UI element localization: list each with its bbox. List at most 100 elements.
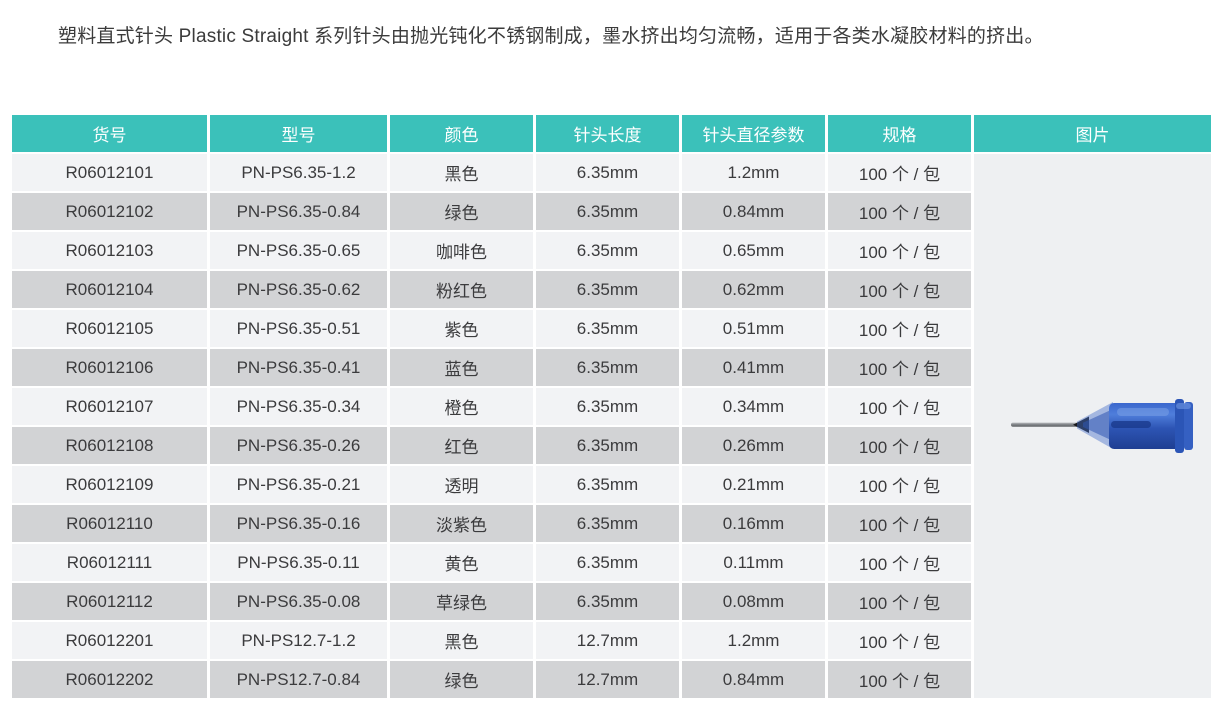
needle-photo bbox=[974, 154, 1211, 698]
table-row: R06012202 PN-PS12.7-0.84 绿色 12.7mm 0.84m… bbox=[12, 661, 1211, 698]
cell-color: 紫色 bbox=[390, 310, 533, 347]
cell-needle-diameter: 0.84mm bbox=[682, 661, 825, 698]
product-spec-table: 货号 型号 颜色 针头长度 针头直径参数 规格 图片 R06012101 PN-PS6.35… bbox=[9, 113, 1214, 700]
cell-needle-length: 6.35mm bbox=[536, 232, 679, 269]
table-row: R06012110 PN-PS6.35-0.16 淡紫色 6.35mm 0.16… bbox=[12, 505, 1211, 542]
cell-needle-diameter: 0.84mm bbox=[682, 193, 825, 230]
cell-pack-spec: 100 个 / 包 bbox=[828, 583, 971, 620]
cell-needle-diameter: 0.26mm bbox=[682, 427, 825, 464]
cell-needle-diameter: 0.11mm bbox=[682, 544, 825, 581]
blue-needle-graphic bbox=[1010, 399, 1193, 453]
cell-needle-diameter: 0.08mm bbox=[682, 583, 825, 620]
table-row: R06012109 PN-PS6.35-0.21 透明 6.35mm 0.21m… bbox=[12, 466, 1211, 503]
cell-model: PN-PS6.35-0.41 bbox=[210, 349, 387, 386]
cell-color: 咖啡色 bbox=[390, 232, 533, 269]
cell-pack-spec: 100 个 / 包 bbox=[828, 505, 971, 542]
cell-needle-length: 12.7mm bbox=[536, 622, 679, 659]
cell-needle-length: 6.35mm bbox=[536, 505, 679, 542]
column-header-0: 货号 bbox=[12, 115, 207, 152]
cell-pack-spec: 100 个 / 包 bbox=[828, 544, 971, 581]
cell-pack-spec: 100 个 / 包 bbox=[828, 466, 971, 503]
cell-needle-length: 6.35mm bbox=[536, 271, 679, 308]
table-row: R06012104 PN-PS6.35-0.62 粉红色 6.35mm 0.62… bbox=[12, 271, 1211, 308]
cell-item-no: R06012104 bbox=[12, 271, 207, 308]
cell-needle-diameter: 1.2mm bbox=[682, 154, 825, 191]
cell-model: PN-PS6.35-0.26 bbox=[210, 427, 387, 464]
cell-color: 蓝色 bbox=[390, 349, 533, 386]
cell-needle-length: 6.35mm bbox=[536, 193, 679, 230]
cell-item-no: R06012202 bbox=[12, 661, 207, 698]
cell-needle-length: 6.35mm bbox=[536, 310, 679, 347]
cell-item-no: R06012101 bbox=[12, 154, 207, 191]
hub-flange-highlight bbox=[1175, 403, 1191, 409]
cell-model: PN-PS6.35-0.51 bbox=[210, 310, 387, 347]
hub-highlight bbox=[1116, 408, 1169, 416]
cell-color: 橙色 bbox=[390, 388, 533, 425]
column-header-1: 型号 bbox=[210, 115, 387, 152]
cell-item-no: R06012110 bbox=[12, 505, 207, 542]
table-row: R06012111 PN-PS6.35-0.11 黄色 6.35mm 0.11m… bbox=[12, 544, 1211, 581]
cell-item-no: R06012111 bbox=[12, 544, 207, 581]
cell-color: 透明 bbox=[390, 466, 533, 503]
column-header-2: 颜色 bbox=[390, 115, 533, 152]
cell-model: PN-PS6.35-0.11 bbox=[210, 544, 387, 581]
column-header-4: 针头直径参数 bbox=[682, 115, 825, 152]
hub-cone-inner bbox=[1082, 409, 1113, 441]
cell-needle-diameter: 0.65mm bbox=[682, 232, 825, 269]
cell-needle-diameter: 0.62mm bbox=[682, 271, 825, 308]
column-header-6: 图片 bbox=[974, 115, 1211, 152]
cell-needle-length: 6.35mm bbox=[536, 466, 679, 503]
cell-needle-diameter: 0.21mm bbox=[682, 466, 825, 503]
cell-color: 黄色 bbox=[390, 544, 533, 581]
needle-shaft bbox=[1010, 422, 1079, 427]
table-row: R06012101 PN-PS6.35-1.2 黑色 6.35mm 1.2mm … bbox=[12, 154, 1211, 698]
cell-color: 红色 bbox=[390, 427, 533, 464]
cell-model: PN-PS6.35-0.65 bbox=[210, 232, 387, 269]
table-row: R06012108 PN-PS6.35-0.26 红色 6.35mm 0.26m… bbox=[12, 427, 1211, 464]
cell-item-no: R06012106 bbox=[12, 349, 207, 386]
cell-needle-diameter: 0.51mm bbox=[682, 310, 825, 347]
cell-item-no: R06012107 bbox=[12, 388, 207, 425]
column-header-3: 针头长度 bbox=[536, 115, 679, 152]
cell-item-no: R06012103 bbox=[12, 232, 207, 269]
cell-needle-length: 6.35mm bbox=[536, 544, 679, 581]
cell-color: 黑色 bbox=[390, 154, 533, 191]
cell-pack-spec: 100 个 / 包 bbox=[828, 271, 971, 308]
cell-item-no: R06012201 bbox=[12, 622, 207, 659]
cell-color: 绿色 bbox=[390, 193, 533, 230]
cell-model: PN-PS6.35-0.62 bbox=[210, 271, 387, 308]
cell-item-no: R06012108 bbox=[12, 427, 207, 464]
cell-color: 绿色 bbox=[390, 661, 533, 698]
cell-pack-spec: 100 个 / 包 bbox=[828, 661, 971, 698]
cell-needle-diameter: 0.34mm bbox=[682, 388, 825, 425]
cell-item-no: R06012109 bbox=[12, 466, 207, 503]
cell-model: PN-PS12.7-0.84 bbox=[210, 661, 387, 698]
cell-model: PN-PS6.35-1.2 bbox=[210, 154, 387, 191]
hub-flange-ring-1 bbox=[1174, 399, 1184, 453]
cell-needle-diameter: 0.16mm bbox=[682, 505, 825, 542]
cell-model: PN-PS12.7-1.2 bbox=[210, 622, 387, 659]
cell-pack-spec: 100 个 / 包 bbox=[828, 193, 971, 230]
cell-color: 草绿色 bbox=[390, 583, 533, 620]
table-row: R06012105 PN-PS6.35-0.51 紫色 6.35mm 0.51m… bbox=[12, 310, 1211, 347]
cell-item-no: R06012112 bbox=[12, 583, 207, 620]
cell-pack-spec: 100 个 / 包 bbox=[828, 154, 971, 191]
table-header-row: 货号 型号 颜色 针头长度 针头直径参数 规格 图片 bbox=[12, 115, 1211, 152]
cell-pack-spec: 100 个 / 包 bbox=[828, 349, 971, 386]
cell-needle-diameter: 0.41mm bbox=[682, 349, 825, 386]
intro-text: 塑料直式针头 Plastic Straight 系列针头由抛光钝化不锈钢制成，墨… bbox=[58, 26, 1044, 47]
cell-needle-length: 12.7mm bbox=[536, 661, 679, 698]
hub-flange-ring-2 bbox=[1183, 402, 1193, 450]
cell-model: PN-PS6.35-0.34 bbox=[210, 388, 387, 425]
table-row: R06012106 PN-PS6.35-0.41 蓝色 6.35mm 0.41m… bbox=[12, 349, 1211, 386]
cell-pack-spec: 100 个 / 包 bbox=[828, 232, 971, 269]
cell-color: 黑色 bbox=[390, 622, 533, 659]
cell-pack-spec: 100 个 / 包 bbox=[828, 310, 971, 347]
table-row: R06012201 PN-PS12.7-1.2 黑色 12.7mm 1.2mm … bbox=[12, 622, 1211, 659]
cell-pack-spec: 100 个 / 包 bbox=[828, 388, 971, 425]
column-header-5: 规格 bbox=[828, 115, 971, 152]
cell-item-no: R06012105 bbox=[12, 310, 207, 347]
cell-needle-length: 6.35mm bbox=[536, 388, 679, 425]
cell-needle-length: 6.35mm bbox=[536, 427, 679, 464]
cell-pack-spec: 100 个 / 包 bbox=[828, 622, 971, 659]
